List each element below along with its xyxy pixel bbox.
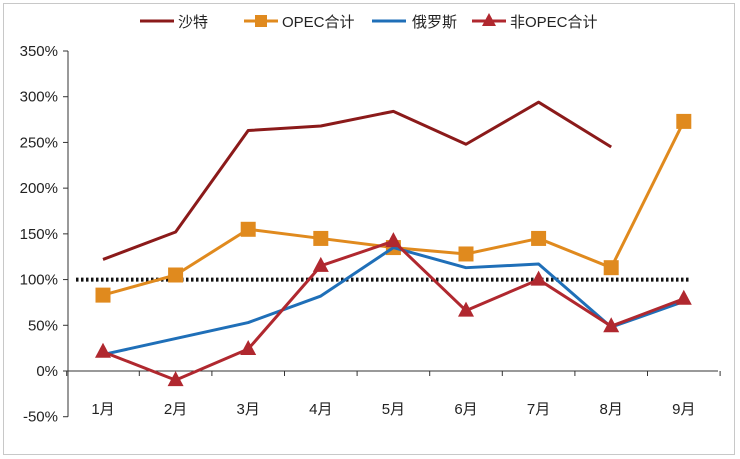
legend-label: 非OPEC合计: [510, 14, 598, 31]
series-3: [102, 246, 685, 357]
y-tick-label: 300%: [20, 89, 58, 106]
data-point-square: [313, 230, 329, 246]
axes: 350% 300% 250% 200% 150% 100% 50% 0% -50% 1月 2月 3月 4…: [20, 43, 721, 426]
legend-swatch-square: [255, 15, 267, 27]
data-point-triangle: [603, 317, 620, 333]
data-point-triangle: [95, 342, 111, 358]
data-point-triangle: [167, 371, 184, 387]
data-point-triangle: [675, 289, 692, 305]
legend-label: 沙特: [178, 14, 208, 31]
legend: 沙特 OPEC合计 俄罗斯 非OPEC合计: [140, 13, 598, 31]
x-tick-label: 7月: [527, 401, 550, 418]
data-point-square: [168, 267, 184, 283]
series-1: [102, 100, 612, 261]
legend-item: 非OPEC合计: [472, 13, 598, 31]
x-tick-label: 1月: [91, 401, 114, 418]
y-tick-label: 250%: [20, 134, 58, 151]
data-point-triangle: [385, 232, 402, 248]
data-point-square: [95, 287, 111, 303]
series-line: [102, 120, 686, 297]
data-point-triangle: [458, 301, 474, 317]
data-point-square: [240, 221, 256, 237]
y-tick-label: 0%: [36, 363, 58, 380]
y-tick-label: 350%: [20, 43, 58, 60]
x-tick-label: 9月: [672, 401, 695, 418]
data-point-triangle: [240, 340, 257, 356]
data-point-square: [458, 246, 474, 262]
data-point-square: [676, 113, 692, 129]
legend-item: 俄罗斯: [372, 14, 457, 31]
y-tick-label: 150%: [20, 226, 58, 243]
data-point-triangle: [530, 270, 547, 286]
data-point-square: [603, 260, 619, 276]
series-layer: [95, 100, 692, 387]
x-tick-label: 2月: [164, 401, 187, 418]
legend-label: OPEC合计: [282, 14, 355, 31]
legend-item: OPEC合计: [244, 14, 355, 31]
y-tick-label: 50%: [28, 317, 58, 334]
legend-item: 沙特: [140, 14, 208, 31]
data-point-triangle: [312, 256, 329, 272]
series-4: [95, 232, 692, 387]
x-tick-label: 4月: [309, 401, 332, 418]
y-tick-label: -50%: [23, 409, 58, 426]
data-point-square: [531, 230, 547, 246]
chart-frame: [3, 3, 735, 455]
legend-label: 俄罗斯: [412, 14, 457, 31]
series-line: [102, 100, 612, 261]
y-tick-label: 100%: [20, 272, 58, 289]
x-tick-label: 6月: [454, 401, 477, 418]
x-tick-label: 5月: [382, 401, 405, 418]
legend-swatch-triangle: [482, 13, 496, 26]
x-tick-label: 3月: [237, 401, 260, 418]
x-tick-label: 8月: [600, 401, 623, 418]
y-tick-label: 200%: [20, 180, 58, 197]
series-line: [102, 246, 685, 357]
